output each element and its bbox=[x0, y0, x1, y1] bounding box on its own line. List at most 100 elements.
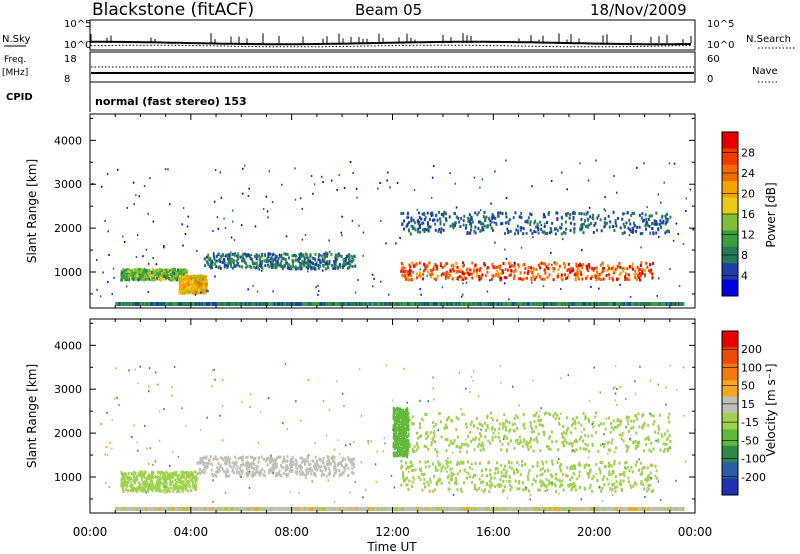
data-cell bbox=[249, 455, 252, 459]
data-cell bbox=[194, 474, 197, 478]
data-cell bbox=[309, 263, 312, 267]
data-cell bbox=[574, 211, 577, 215]
data-cell bbox=[416, 272, 419, 276]
data-cell bbox=[421, 228, 424, 232]
data-cell bbox=[281, 265, 284, 269]
noise-cell bbox=[362, 254, 364, 257]
data-cell bbox=[560, 222, 563, 226]
noise-cell bbox=[152, 463, 154, 466]
data-cell bbox=[510, 485, 513, 489]
data-cell bbox=[181, 470, 184, 474]
data-cell bbox=[401, 273, 404, 277]
noise-cell bbox=[319, 254, 322, 257]
data-cell bbox=[147, 477, 150, 481]
data-cell bbox=[304, 462, 306, 466]
cpid-label: CPID bbox=[6, 92, 33, 103]
data-cell bbox=[513, 446, 516, 450]
data-cell bbox=[217, 266, 220, 269]
data-cell bbox=[162, 476, 165, 480]
data-cell bbox=[602, 475, 605, 479]
data-cell bbox=[648, 269, 651, 273]
station-title: Blackstone (fitACF) bbox=[92, 0, 255, 20]
data-cell bbox=[523, 271, 526, 275]
data-cell bbox=[328, 260, 331, 264]
data-cell bbox=[336, 257, 339, 261]
data-cell bbox=[442, 464, 445, 468]
data-cell bbox=[469, 423, 472, 427]
data-cell bbox=[134, 471, 137, 475]
data-cell bbox=[475, 268, 478, 272]
noise-cell bbox=[314, 441, 316, 444]
data-cell bbox=[184, 272, 187, 276]
noise-cell bbox=[149, 177, 151, 180]
data-cell bbox=[301, 460, 303, 464]
strip-cell bbox=[496, 302, 499, 306]
data-cell bbox=[274, 464, 277, 467]
data-cell bbox=[504, 434, 507, 438]
data-cell bbox=[593, 223, 596, 227]
data-cell bbox=[622, 269, 625, 273]
data-cell bbox=[555, 490, 557, 493]
noise-cell bbox=[657, 383, 660, 386]
freq-tick-top: 18 bbox=[64, 54, 77, 65]
data-cell bbox=[246, 474, 249, 478]
data-cell bbox=[400, 483, 403, 487]
data-cell bbox=[154, 269, 157, 273]
data-cell bbox=[439, 222, 442, 226]
data-cell bbox=[156, 268, 159, 272]
data-cell bbox=[481, 441, 484, 445]
noise-cell bbox=[520, 229, 522, 232]
strip-cell bbox=[296, 302, 299, 306]
data-cell bbox=[427, 434, 429, 438]
noise-cell bbox=[317, 293, 319, 296]
data-cell bbox=[168, 489, 171, 493]
data-cell bbox=[617, 277, 620, 281]
data-cell bbox=[136, 272, 139, 276]
data-cell bbox=[401, 436, 404, 439]
strip-cell bbox=[283, 302, 286, 306]
data-cell bbox=[496, 467, 499, 471]
data-cell bbox=[303, 260, 306, 264]
data-cell bbox=[211, 262, 214, 266]
data-cell bbox=[586, 224, 589, 228]
data-cell bbox=[334, 266, 337, 270]
nsky-label: N.Sky bbox=[2, 34, 30, 45]
data-cell bbox=[124, 268, 127, 272]
data-cell bbox=[543, 277, 546, 281]
data-cell bbox=[425, 437, 428, 440]
data-cell bbox=[196, 284, 198, 288]
strip-cell bbox=[275, 302, 278, 306]
data-cell bbox=[158, 486, 161, 490]
noise-cell bbox=[388, 293, 390, 296]
data-cell bbox=[428, 489, 431, 493]
data-cell bbox=[422, 473, 425, 476]
data-cell bbox=[491, 228, 494, 232]
data-cell bbox=[166, 485, 169, 489]
data-cell bbox=[625, 276, 628, 280]
data-cell bbox=[425, 413, 428, 416]
data-cell bbox=[588, 486, 591, 490]
strip-cell bbox=[389, 302, 391, 306]
strip-cell bbox=[215, 302, 217, 306]
data-cell bbox=[607, 214, 610, 218]
data-cell bbox=[204, 288, 207, 292]
strip-cell bbox=[679, 302, 682, 306]
data-cell bbox=[144, 273, 147, 277]
data-cell bbox=[545, 460, 548, 464]
data-cell bbox=[555, 439, 558, 443]
data-cell bbox=[537, 419, 540, 423]
noise-cell bbox=[419, 288, 421, 291]
data-cell bbox=[150, 475, 153, 479]
data-cell bbox=[142, 489, 145, 493]
data-cell bbox=[623, 474, 626, 478]
data-cell bbox=[423, 262, 426, 266]
noise-cell bbox=[212, 252, 215, 254]
data-cell bbox=[174, 276, 177, 280]
strip-cell bbox=[218, 302, 221, 306]
data-cell bbox=[185, 287, 188, 291]
data-cell bbox=[579, 227, 582, 231]
data-cell bbox=[165, 485, 167, 489]
noise-cell bbox=[416, 208, 419, 211]
strip-cell bbox=[165, 302, 168, 306]
data-cell bbox=[178, 278, 181, 282]
